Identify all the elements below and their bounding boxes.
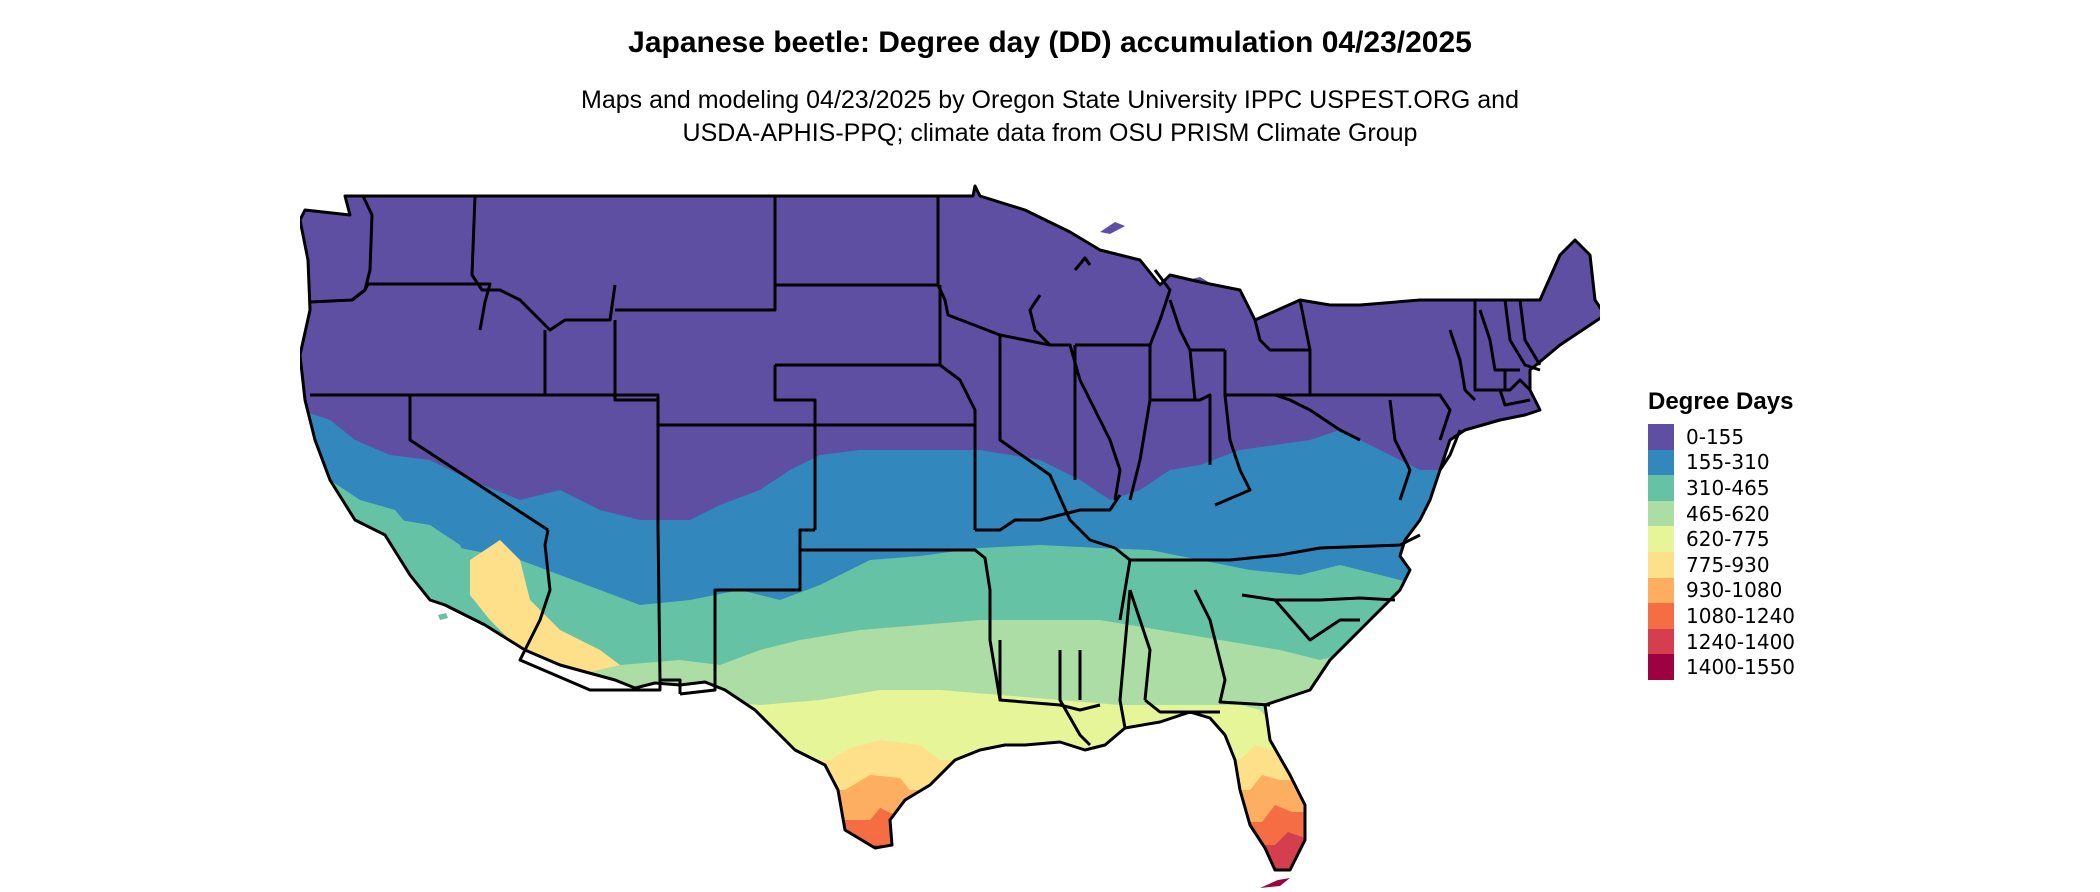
degree-day-map	[300, 184, 1600, 888]
legend-label: 465-620	[1686, 501, 1770, 526]
legend-item: 775-930	[1648, 551, 1795, 578]
legend-swatch	[1648, 449, 1674, 476]
legend-item: 310-465	[1648, 475, 1795, 501]
legend-label: 0-155	[1686, 424, 1745, 449]
legend: Degree Days 0-155 155-310 310-465 465-620 62…	[1648, 388, 1795, 680]
map-subtitle: Maps and modeling 04/23/2025 by Oregon S…	[0, 84, 2100, 150]
legend-item: 465-620	[1648, 500, 1795, 527]
legend-label: 1240-1400	[1686, 629, 1796, 654]
zone-1240-1400	[300, 832, 1600, 870]
legend-swatch	[1648, 526, 1674, 552]
legend-item: 1400-1550	[1648, 654, 1795, 680]
legend-swatch	[1648, 551, 1674, 578]
legend-item: 620-775	[1648, 526, 1795, 552]
map-title: Japanese beetle: Degree day (DD) accumul…	[628, 26, 1472, 59]
legend-swatch	[1648, 603, 1674, 629]
legend-label: 1080-1240	[1686, 603, 1796, 628]
zone-desert-sw-teal	[400, 520, 470, 575]
legend-label: 620-775	[1686, 527, 1770, 552]
legend-item: 0-155	[1648, 424, 1795, 450]
legend-items: 0-155 155-310 310-465 465-620 620-775 775-930…	[1648, 424, 1795, 680]
legend-item: 1080-1240	[1648, 603, 1795, 629]
subtitle-line-2: USDA-APHIS-PPQ; climate data from OSU PR…	[682, 119, 1418, 147]
degree-day-zones	[300, 186, 1600, 870]
legend-swatch	[1648, 628, 1674, 655]
legend-label: 930-1080	[1686, 578, 1783, 603]
zone-930-1080	[300, 775, 1600, 870]
subtitle-line-1: Maps and modeling 04/23/2025 by Oregon S…	[581, 86, 1519, 114]
legend-swatch	[1648, 424, 1674, 450]
legend-swatch	[1648, 475, 1674, 501]
legend-title: Degree Days	[1648, 388, 1794, 415]
zone-775-930	[300, 740, 1600, 870]
legend-label: 155-310	[1686, 450, 1770, 475]
legend-item: 930-1080	[1648, 577, 1795, 604]
legend-label: 1400-1550	[1686, 655, 1796, 680]
zone-desert-sw-warm	[470, 540, 620, 672]
legend-swatch	[1648, 654, 1674, 680]
legend-swatch	[1648, 577, 1674, 604]
legend-item: 1240-1400	[1648, 628, 1796, 655]
legend-swatch	[1648, 500, 1674, 527]
legend-item: 155-310	[1648, 449, 1795, 476]
legend-label: 775-930	[1686, 552, 1770, 577]
state-borders	[300, 184, 1600, 872]
legend-label: 310-465	[1686, 475, 1770, 500]
zone-1080-1240	[300, 805, 1600, 870]
